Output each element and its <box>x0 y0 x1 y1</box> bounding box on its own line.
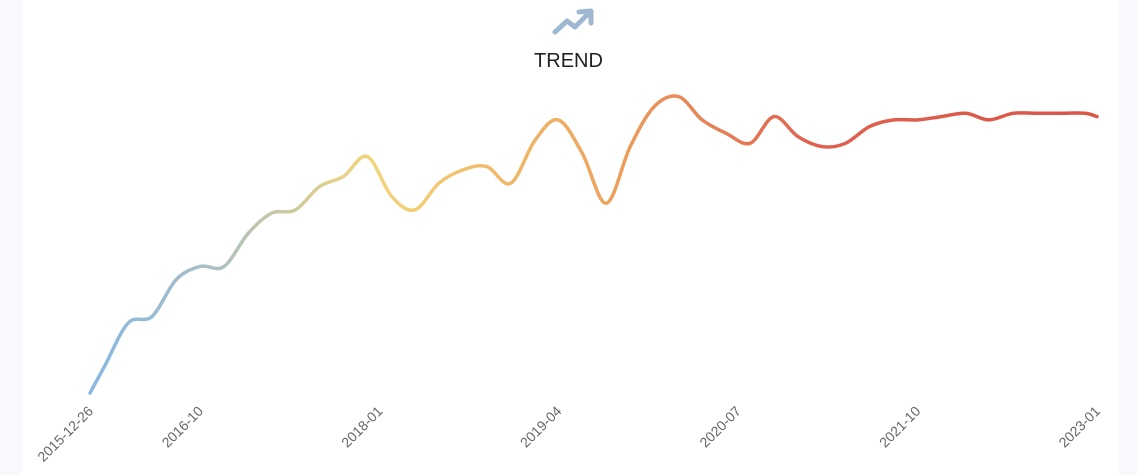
x-tick-label: 2021-10 <box>876 403 924 451</box>
x-tick-label: 2018-01 <box>338 403 386 451</box>
trending-up-icon <box>552 8 594 35</box>
x-tick-label: 2019-04 <box>517 403 565 451</box>
chart-card <box>22 0 1119 475</box>
x-tick-label: 2015-12-26 <box>34 403 96 465</box>
x-tick-label: 2020-07 <box>696 403 744 451</box>
chart-title: TREND <box>534 50 603 72</box>
x-tick-label: 2023-01 <box>1055 403 1103 451</box>
series-line <box>88 94 1099 395</box>
x-tick-label: 2016-10 <box>158 403 206 451</box>
x-axis-ticks: 2015-12-26 2016-10 2018-01 2019-04 2020-07 20… <box>34 403 1103 465</box>
